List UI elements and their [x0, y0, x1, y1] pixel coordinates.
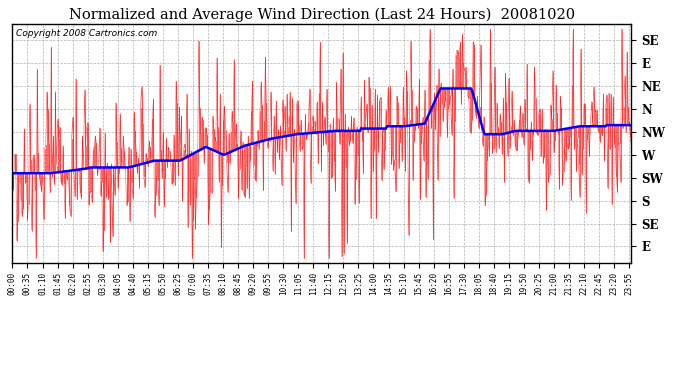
Text: Copyright 2008 Cartronics.com: Copyright 2008 Cartronics.com — [15, 29, 157, 38]
Title: Normalized and Average Wind Direction (Last 24 Hours)  20081020: Normalized and Average Wind Direction (L… — [69, 8, 575, 22]
